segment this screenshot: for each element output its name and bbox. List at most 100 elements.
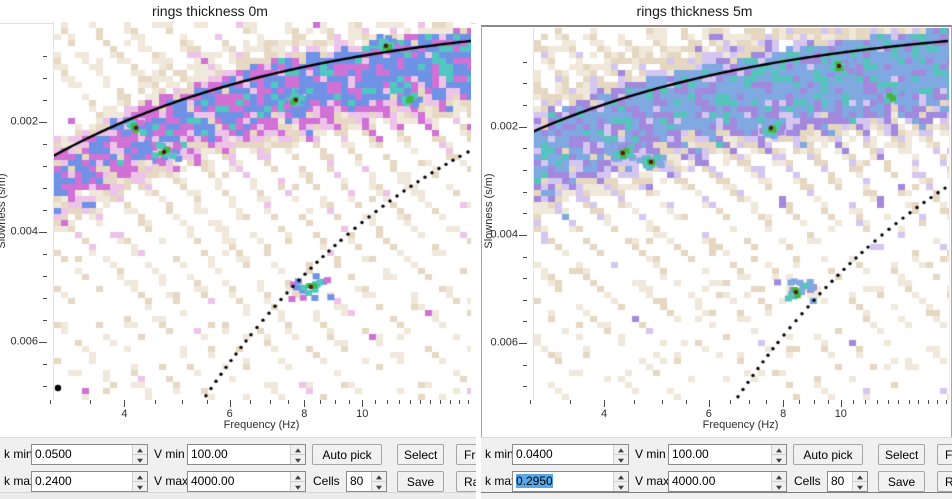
auto-pick-button[interactable]: Auto pick [312, 444, 382, 465]
k-min-value[interactable]: 0.0500 [35, 447, 72, 461]
cells-field[interactable]: 80 [346, 471, 387, 492]
x-minor-tick [374, 400, 376, 404]
y-tick-label: 0.002 [10, 115, 38, 128]
save-button[interactable]: Save [878, 471, 925, 492]
k-min-label: k min [4, 447, 33, 461]
control-panel: k min 0.0500 V min 100.00 Auto pick Sele… [0, 437, 476, 493]
truncated-button-top[interactable]: Fr [456, 444, 476, 465]
spin-down-icon[interactable] [133, 455, 147, 464]
y-major-tick [39, 232, 47, 234]
k-min-value[interactable]: 0.0400 [516, 447, 553, 461]
panel-row-2: k max 0.2400 V max 4000.00 Cells 80 Save… [0, 471, 476, 492]
panel-row-1: k min 0.0400 V min 100.00 Auto pick Sele… [481, 444, 952, 465]
spin-up-icon[interactable] [614, 445, 628, 455]
spin-up-icon[interactable] [853, 472, 867, 482]
save-button[interactable]: Save [397, 471, 444, 492]
spin-down-icon[interactable] [772, 482, 786, 491]
k-max-value[interactable]: 0.2950 [513, 472, 613, 491]
v-max-value[interactable]: 4000.00 [672, 474, 716, 488]
k-min-spinner[interactable] [132, 445, 147, 464]
x-minor-tick [876, 400, 878, 404]
x-minor-tick [927, 400, 929, 404]
v-min-value[interactable]: 100.00 [191, 447, 228, 461]
spin-up-icon[interactable] [291, 445, 305, 455]
window-bottom-strip [0, 492, 476, 499]
k-min-field[interactable]: 0.0500 [31, 444, 148, 465]
x-minor-tick [748, 400, 750, 404]
k-min-spinner[interactable] [613, 445, 628, 464]
dispersion-heatmap-canvas[interactable] [534, 28, 949, 400]
cells-spinner[interactable] [852, 472, 867, 491]
spin-up-icon[interactable] [133, 445, 147, 455]
x-minor-tick [182, 400, 184, 404]
spin-down-icon[interactable] [614, 455, 628, 464]
y-minor-tick [523, 278, 527, 280]
x-minor-tick [207, 400, 209, 404]
spin-up-icon[interactable] [772, 472, 786, 482]
x-minor-tick [798, 400, 800, 404]
v-max-spinner[interactable] [771, 472, 786, 491]
x-major-tick [229, 400, 231, 407]
spin-up-icon[interactable] [614, 472, 628, 482]
cells-value[interactable]: 80 [350, 474, 364, 488]
spin-down-icon[interactable] [614, 482, 628, 491]
cells-spinner[interactable] [371, 472, 386, 491]
selected-text[interactable]: 0.2950 [516, 474, 553, 488]
truncated-button-bottom[interactable]: Ra [937, 471, 952, 492]
y-minor-tick [523, 256, 527, 258]
cells-field[interactable]: 80 [827, 471, 868, 492]
y-minor-tick [43, 166, 47, 168]
select-button[interactable]: Select [878, 444, 925, 465]
x-tick-label: 4 [121, 408, 128, 420]
y-tick-label: 0.004 [490, 228, 518, 241]
spin-down-icon[interactable] [372, 482, 386, 491]
v-min-field[interactable]: 100.00 [668, 444, 787, 465]
truncated-button-top[interactable]: Fre [937, 444, 952, 465]
window-bottom-strip [481, 492, 952, 499]
spin-up-icon[interactable] [372, 472, 386, 482]
v-min-spinner[interactable] [771, 445, 786, 464]
y-minor-tick [43, 320, 47, 322]
x-minor-tick [320, 400, 322, 404]
window-rings-0m: rings thickness 0m 4 6 8 10 0.002 0.004 0.006 … [0, 0, 476, 499]
spin-down-icon[interactable] [291, 455, 305, 464]
dispersion-heatmap-canvas[interactable] [54, 22, 471, 400]
spin-down-icon[interactable] [133, 482, 147, 491]
spin-up-icon[interactable] [291, 472, 305, 482]
y-minor-tick [43, 56, 47, 58]
y-minor-tick [43, 276, 47, 278]
spin-down-icon[interactable] [853, 482, 867, 491]
k-max-label: k max [485, 474, 518, 488]
cells-value[interactable]: 80 [831, 474, 845, 488]
v-min-field[interactable]: 100.00 [187, 444, 306, 465]
k-max-field[interactable]: 0.2400 [31, 471, 148, 492]
v-min-label: V min [154, 447, 185, 461]
x-major-tick [604, 400, 606, 407]
spin-down-icon[interactable] [291, 482, 305, 491]
k-max-spinner[interactable] [132, 472, 147, 491]
x-minor-tick [729, 400, 731, 404]
truncated-button-bottom[interactable]: Ra [456, 471, 476, 492]
k-min-field[interactable]: 0.0400 [512, 444, 629, 465]
y-minor-tick [43, 386, 47, 388]
select-button[interactable]: Select [397, 444, 444, 465]
v-min-spinner[interactable] [290, 445, 305, 464]
x-minor-tick [945, 400, 947, 404]
v-max-value[interactable]: 4000.00 [191, 474, 235, 488]
x-minor-tick [569, 400, 571, 404]
v-max-field[interactable]: 4000.00 [668, 471, 787, 492]
dispersion-plot[interactable]: 4 6 8 10 0.002 0.004 0.006 [10, 22, 471, 420]
k-max-spinner[interactable] [613, 472, 628, 491]
v-min-value[interactable]: 100.00 [672, 447, 709, 461]
dispersion-plot[interactable]: 4 6 8 10 0.002 0.004 0.006 [490, 28, 950, 420]
x-minor-tick [387, 400, 389, 404]
k-max-field[interactable]: 0.2950 [512, 471, 629, 492]
k-max-value[interactable]: 0.2400 [35, 474, 72, 488]
v-max-spinner[interactable] [290, 472, 305, 491]
v-max-field[interactable]: 4000.00 [187, 471, 306, 492]
spin-up-icon[interactable] [772, 445, 786, 455]
spin-down-icon[interactable] [772, 455, 786, 464]
spin-up-icon[interactable] [133, 472, 147, 482]
y-axis-label: Slowness (s/m) [0, 173, 8, 249]
auto-pick-button[interactable]: Auto pick [793, 444, 863, 465]
